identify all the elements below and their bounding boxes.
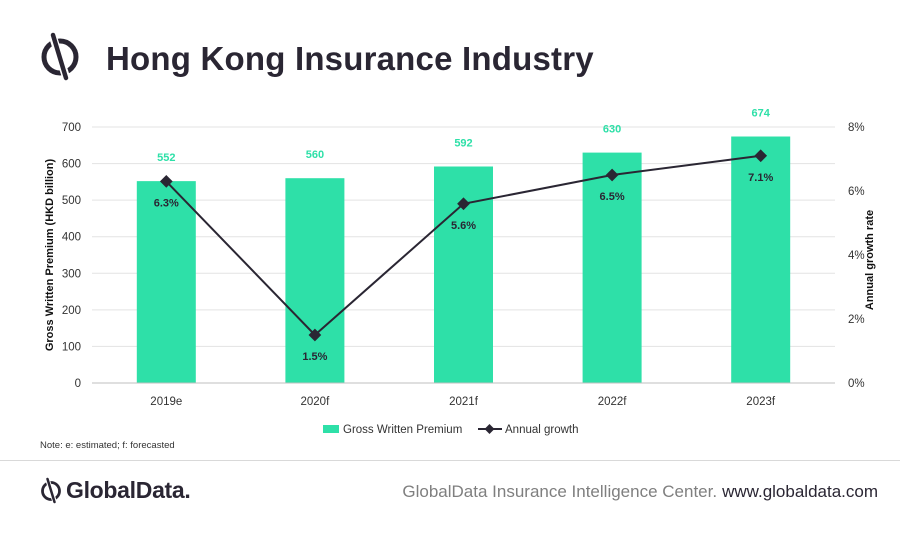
legend-layer: Gross Written Premium Annual growth (323, 424, 579, 436)
growth-value-label: 6.5% (600, 191, 625, 203)
bar-value-label: 674 (752, 108, 771, 120)
bar-value-label: 560 (306, 149, 324, 161)
footer-credit: GlobalData Insurance Intelligence Center… (402, 482, 878, 502)
growth-point (457, 197, 470, 211)
y-axis-title: Gross Written Premium (HKD billion) (44, 159, 56, 352)
y-tick-label: 0 (75, 378, 81, 390)
legend-swatch-marker (484, 424, 495, 434)
x-tick-label: 2020f (301, 396, 331, 408)
footer-divider (0, 460, 900, 461)
y2-axis-title: Annual growth rate (864, 210, 876, 310)
y-tick-label: 200 (62, 305, 81, 317)
y2-tick-label: 0% (848, 378, 865, 390)
growth-point (308, 328, 322, 342)
y-tick-label: 600 (62, 159, 81, 171)
bar-value-label: 552 (157, 152, 175, 164)
legend-swatch-bar (323, 425, 339, 433)
y2-tick-label: 4% (848, 250, 865, 262)
y-tick-label: 100 (62, 341, 81, 353)
page-title: Hong Kong Insurance Industry (106, 40, 594, 77)
bar (285, 178, 345, 383)
y-tick-label: 400 (62, 232, 81, 244)
y2-tick-label: 6% (848, 186, 865, 198)
growth-value-label: 7.1% (748, 172, 773, 184)
chart-note: Note: e: estimated; f: forecasted (40, 440, 175, 451)
growth-value-label: 1.5% (302, 351, 327, 363)
footer-brand: GlobalData. (40, 476, 191, 504)
bars-layer (136, 136, 791, 383)
y-tick-label: 700 (62, 122, 81, 134)
y-tick-label: 300 (62, 268, 81, 280)
globaldata-logo-icon (41, 32, 79, 82)
y2-tick-label: 2% (848, 314, 865, 326)
y-tick-label: 500 (62, 195, 81, 207)
growth-point (159, 175, 173, 188)
footer-url[interactable]: www.globaldata.com (722, 482, 878, 501)
growth-value-label: 6.3% (154, 197, 179, 209)
x-tick-label: 2022f (598, 396, 628, 408)
globaldata-logo-icon (41, 477, 61, 504)
axis-layer: 0 100 200 300 400 500 600 700 0% 2% 4% 6% 8% Gross Wr… (44, 122, 876, 408)
bar (582, 152, 642, 383)
x-tick-label: 2023f (746, 396, 776, 408)
x-tick-label: 2019e (150, 396, 182, 408)
bar (136, 181, 196, 383)
bar (731, 136, 791, 383)
y2-tick-label: 8% (848, 122, 865, 134)
bar-value-label: 592 (454, 137, 472, 149)
footer-brand-name: GlobalData. (66, 476, 191, 503)
legend-label-bar: Gross Written Premium (343, 424, 462, 436)
labels-layer: 552 560 592 630 674 6.3% 1.5% 5.6% 6.5% 7.1% (154, 108, 774, 363)
bar-value-label: 630 (603, 124, 621, 136)
chart: 552 560 592 630 674 6.3% 1.5% 5.6% 6.5% 7.1% 0 100… (44, 108, 876, 436)
legend-label-line: Annual growth (505, 424, 579, 436)
footer-source: GlobalData Insurance Intelligence Center… (402, 482, 718, 501)
x-tick-label: 2021f (449, 396, 479, 408)
growth-value-label: 5.6% (451, 220, 476, 232)
